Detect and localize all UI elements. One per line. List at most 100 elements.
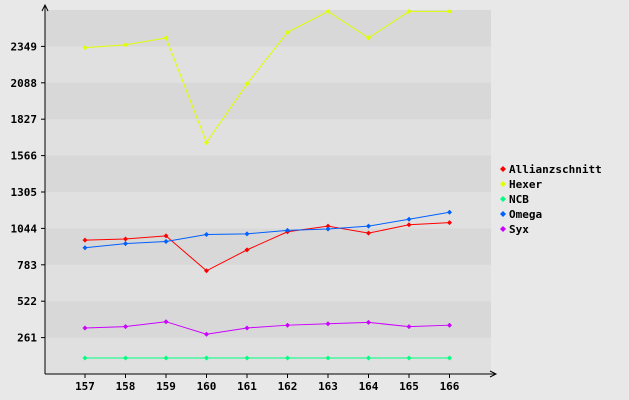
data-point-allianzschnitt [366, 230, 371, 236]
data-point-ncb [447, 355, 452, 361]
data-point-allianzschnitt [163, 233, 169, 239]
y-axis-ticks: 261 522 783 1044 1305 1566 1827 2088 2349 [11, 40, 45, 345]
y-tick-label: 2349 [11, 40, 38, 53]
data-point-hexer [325, 8, 331, 14]
data-point-omega [325, 226, 331, 232]
data-point-hexer [204, 139, 209, 145]
data-point-syx [366, 319, 371, 325]
data-point-syx [204, 331, 209, 337]
y-axis-arrow [41, 3, 49, 12]
x-tick-label: 162 [278, 380, 298, 393]
data-point-ncb [163, 355, 169, 361]
data-point-omega [447, 209, 452, 215]
y-tick-label: 1827 [11, 113, 38, 126]
x-tick-label: 158 [116, 380, 136, 393]
data-point-hexer [285, 29, 290, 35]
data-point-omega [163, 239, 169, 245]
grid-band [45, 10, 491, 47]
x-tick-label: 163 [318, 380, 338, 393]
data-point-hexer [366, 35, 371, 41]
x-tick-label: 159 [156, 380, 176, 393]
legend-marker-omega [500, 211, 506, 217]
legend-label-allianzschnitt: Allianzschnitt [509, 163, 602, 176]
series-line-syx [84, 321, 450, 335]
data-point-syx [244, 325, 250, 331]
series-lines [82, 8, 452, 361]
data-point-ncb [406, 355, 412, 361]
data-point-ncb [285, 355, 290, 361]
data-point-omega [82, 245, 88, 251]
grid-band [45, 228, 491, 265]
y-tick-label: 783 [17, 259, 37, 272]
grid-band [45, 155, 491, 192]
x-axis-ticks: 157 158 159 160 161 162 163 164 165 166 [75, 374, 460, 393]
x-tick-label: 161 [237, 380, 257, 393]
legend-label-ncb: NCB [509, 193, 529, 206]
series-line-hexer [84, 10, 450, 144]
grid-band [45, 46, 491, 83]
grid-band [45, 264, 491, 302]
axes [41, 3, 498, 378]
grid-band [45, 119, 491, 156]
data-point-omega [285, 227, 290, 233]
data-point-omega [366, 223, 371, 229]
x-axis-arrow [489, 370, 498, 378]
data-point-allianzschnitt [244, 247, 250, 253]
data-point-omega [204, 232, 209, 238]
data-point-allianzschnitt [325, 223, 331, 229]
data-point-ncb [204, 355, 209, 361]
grid-band [45, 82, 491, 120]
data-point-omega [406, 216, 412, 222]
series-line-allianzschnitt [84, 222, 450, 272]
legend-label-hexer: Hexer [509, 178, 542, 191]
data-point-ncb [244, 355, 250, 361]
data-point-allianzschnitt [406, 222, 412, 228]
x-tick-label: 165 [399, 380, 419, 393]
data-point-syx [406, 324, 412, 330]
data-point-syx [163, 319, 169, 325]
grid-band [45, 337, 491, 374]
x-tick-label: 157 [75, 380, 95, 393]
data-point-ncb [123, 355, 128, 361]
data-point-omega [123, 241, 128, 247]
grid-band [45, 192, 491, 229]
y-tick-label: 1305 [11, 186, 38, 199]
data-point-syx [325, 321, 331, 327]
series-line-omega [84, 211, 450, 249]
data-point-syx [123, 324, 128, 330]
legend-label-omega: Omega [509, 208, 542, 221]
data-point-syx [82, 325, 88, 331]
data-point-ncb [82, 355, 88, 361]
data-point-ncb [325, 355, 331, 361]
data-point-syx [447, 322, 452, 328]
data-point-hexer [244, 81, 250, 87]
data-point-allianzschnitt [447, 220, 452, 226]
data-point-hexer [123, 42, 128, 48]
data-point-hexer [406, 8, 412, 14]
data-point-allianzschnitt [204, 268, 209, 274]
plot-background [45, 10, 491, 374]
data-point-allianzschnitt [123, 236, 128, 242]
data-point-hexer [82, 45, 88, 51]
data-point-syx [285, 322, 290, 328]
y-tick-label: 1566 [11, 150, 38, 163]
data-point-ncb [366, 355, 371, 361]
y-tick-label: 2088 [11, 77, 38, 90]
x-tick-label: 160 [197, 380, 217, 393]
legend-label-syx: Syx [509, 223, 529, 236]
x-tick-label: 166 [440, 380, 460, 393]
legend-marker-hexer [500, 181, 506, 187]
data-point-allianzschnitt [82, 237, 88, 243]
legend-marker-syx [500, 226, 506, 232]
data-point-hexer [163, 35, 169, 41]
grid-band [45, 301, 491, 338]
data-point-omega [244, 231, 250, 237]
legend: Allianzschnitt Hexer NCB Omega Syx [500, 163, 602, 236]
x-tick-label: 164 [359, 380, 379, 393]
data-point-hexer [447, 8, 452, 14]
y-tick-label: 522 [17, 295, 37, 308]
y-tick-label: 261 [17, 332, 37, 345]
y-tick-label: 1044 [11, 222, 38, 235]
legend-marker-ncb [500, 196, 506, 202]
